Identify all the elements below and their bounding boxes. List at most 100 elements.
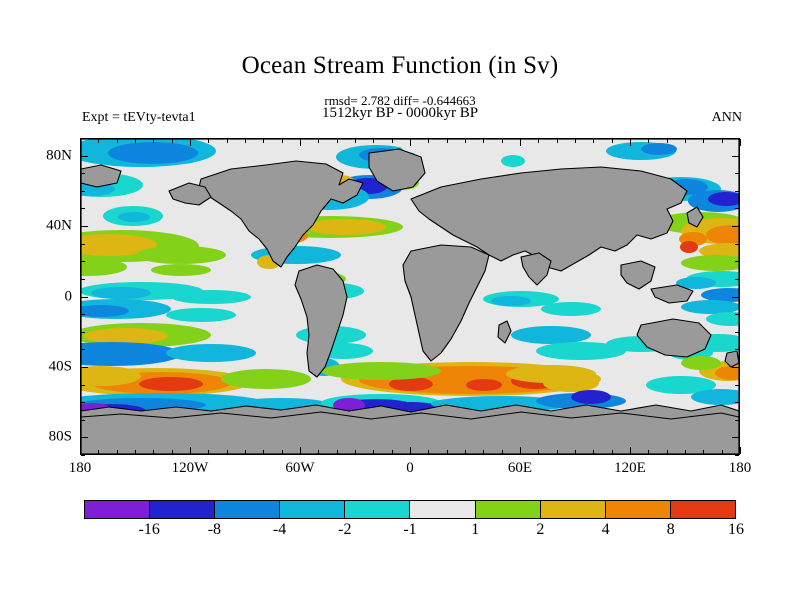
x-axis-tick bbox=[135, 450, 136, 454]
y-tick-label: 40S bbox=[48, 358, 72, 375]
y-axis-tick bbox=[735, 208, 739, 209]
x-axis-tick bbox=[337, 139, 338, 143]
x-tick-label: 60W bbox=[285, 460, 315, 476]
x-tick-label: 60E bbox=[507, 460, 533, 476]
y-tick-label: 0 bbox=[64, 288, 73, 304]
colorbar-segment bbox=[215, 501, 281, 518]
x-axis-tick bbox=[282, 139, 283, 143]
colorbar bbox=[84, 500, 736, 519]
y-axis-tick bbox=[81, 367, 88, 368]
colorbar-segment bbox=[475, 501, 541, 518]
x-axis-tick bbox=[318, 450, 319, 454]
x-tick-label: 120E bbox=[614, 460, 646, 476]
y-axis-tick bbox=[732, 367, 739, 368]
y-axis-tick bbox=[81, 244, 85, 245]
y-axis-tick bbox=[735, 420, 739, 421]
x-axis-tick bbox=[227, 139, 228, 143]
x-axis-tick bbox=[392, 450, 393, 454]
colorbar-segment bbox=[85, 501, 151, 518]
colorbar-tick-label: -1 bbox=[403, 521, 417, 538]
y-axis-tick bbox=[81, 420, 85, 421]
x-tick-label: 0 bbox=[406, 460, 414, 476]
x-tick-label: 180 bbox=[728, 460, 752, 476]
x-axis-tick bbox=[153, 450, 154, 454]
x-axis-tick bbox=[685, 450, 686, 454]
x-axis-tick bbox=[98, 450, 99, 454]
colorbar-tick-label: -16 bbox=[138, 521, 160, 538]
colorbar-segment bbox=[280, 501, 346, 518]
x-axis-tick bbox=[575, 139, 576, 143]
y-axis-tick bbox=[81, 455, 85, 456]
x-axis-tick bbox=[685, 139, 686, 143]
x-axis-tick bbox=[355, 450, 356, 454]
y-axis-tick bbox=[735, 261, 739, 262]
period-annotation: 1512kyr BP - 0000kyr BP bbox=[321, 105, 479, 121]
map-clip bbox=[81, 139, 739, 454]
x-axis-tick bbox=[667, 450, 668, 454]
x-axis-tick bbox=[722, 450, 723, 454]
x-axis-tick bbox=[557, 139, 558, 143]
colorbar-segment bbox=[150, 501, 216, 518]
y-axis-tick bbox=[81, 402, 85, 403]
colorbar-segment bbox=[670, 501, 735, 518]
map-plot-area bbox=[80, 138, 740, 455]
x-axis-tick bbox=[98, 139, 99, 143]
y-axis-tick bbox=[81, 261, 85, 262]
x-axis-tick bbox=[227, 450, 228, 454]
x-axis-tick bbox=[80, 139, 81, 146]
colorbar-tick-label: 8 bbox=[666, 521, 675, 538]
x-axis-tick bbox=[337, 450, 338, 454]
x-axis-tick bbox=[703, 450, 704, 454]
colorbar-segment bbox=[605, 501, 671, 518]
y-axis-tick bbox=[81, 226, 88, 227]
y-axis-tick bbox=[732, 297, 739, 298]
x-axis-tick bbox=[410, 447, 411, 454]
colorbar-tick-label: -4 bbox=[272, 521, 287, 538]
x-axis-tick bbox=[172, 139, 173, 143]
y-axis-tick bbox=[735, 138, 739, 139]
x-axis-tick bbox=[483, 450, 484, 454]
x-axis-tick bbox=[557, 450, 558, 454]
y-axis-tick bbox=[735, 349, 739, 350]
y-axis-tick bbox=[735, 191, 739, 192]
x-axis-tick bbox=[538, 139, 539, 143]
x-axis-tick bbox=[263, 139, 264, 143]
y-axis-tick bbox=[81, 173, 85, 174]
x-axis-tick bbox=[190, 139, 191, 146]
x-axis-tick bbox=[447, 450, 448, 454]
y-axis-tick bbox=[735, 402, 739, 403]
season-label: ANN bbox=[711, 110, 742, 125]
x-axis-tick bbox=[80, 447, 81, 454]
experiment-label: Expt = tEVty-tevta1 bbox=[82, 110, 196, 125]
x-axis-tick bbox=[373, 139, 374, 143]
y-axis-tick bbox=[81, 279, 85, 280]
y-axis-tick bbox=[81, 191, 85, 192]
colorbar-segment bbox=[345, 501, 411, 518]
colorbar-tick-label: 1 bbox=[471, 521, 480, 538]
ocean-stream-function-map bbox=[81, 139, 739, 454]
colorbar-tick-label: 2 bbox=[536, 521, 545, 538]
y-tick-label: 80S bbox=[48, 428, 72, 445]
page-title: Ocean Stream Function (in Sv) bbox=[241, 52, 559, 79]
x-axis-tick bbox=[410, 139, 411, 146]
x-axis-tick bbox=[135, 139, 136, 143]
x-axis-tick bbox=[648, 139, 649, 143]
x-axis-tick bbox=[502, 450, 503, 454]
x-tick-label: 120W bbox=[171, 460, 209, 476]
x-axis-tick bbox=[722, 139, 723, 143]
y-axis-tick bbox=[735, 279, 739, 280]
colorbar-tick-label: -8 bbox=[207, 521, 222, 538]
colorbar-segment bbox=[540, 501, 606, 518]
x-axis-tick bbox=[208, 450, 209, 454]
y-axis-tick bbox=[81, 314, 85, 315]
y-axis-tick bbox=[81, 349, 85, 350]
x-axis-tick bbox=[520, 447, 521, 454]
x-axis-tick bbox=[630, 447, 631, 454]
x-axis-tick bbox=[245, 450, 246, 454]
x-axis-tick bbox=[373, 450, 374, 454]
y-axis-tick bbox=[732, 156, 739, 157]
x-axis-tick bbox=[538, 450, 539, 454]
x-axis-tick bbox=[282, 450, 283, 454]
x-axis-tick bbox=[117, 450, 118, 454]
x-axis-tick bbox=[190, 447, 191, 454]
